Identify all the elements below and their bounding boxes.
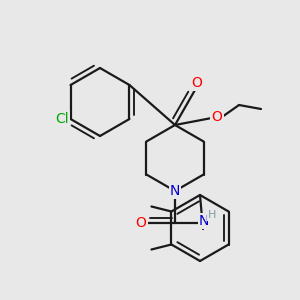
Text: H: H bbox=[208, 210, 216, 220]
Text: O: O bbox=[136, 216, 146, 230]
Text: N: N bbox=[199, 214, 209, 228]
Text: O: O bbox=[212, 110, 222, 124]
Text: N: N bbox=[170, 184, 180, 198]
Text: O: O bbox=[192, 76, 203, 90]
Text: Cl: Cl bbox=[56, 112, 69, 126]
